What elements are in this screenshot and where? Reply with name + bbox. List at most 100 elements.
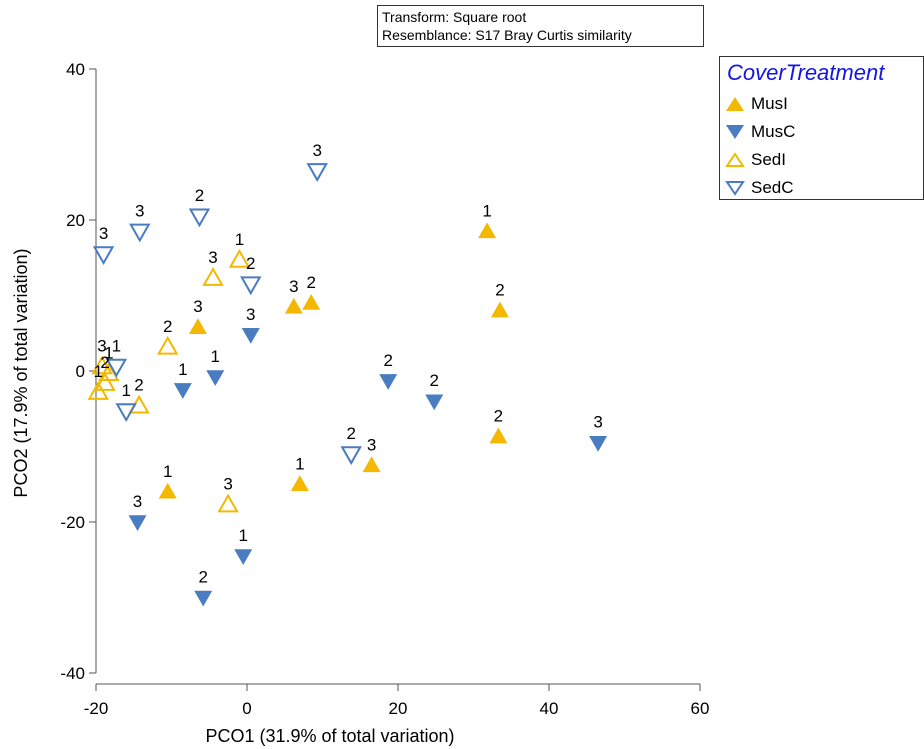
point-label: 2 — [163, 317, 172, 336]
data-point-musc — [128, 515, 147, 531]
x-tick-label: 60 — [691, 699, 710, 718]
x-axis-title: PCO1 (31.9% of total variation) — [205, 726, 454, 746]
point-label: 2 — [134, 376, 143, 395]
point-label: 1 — [112, 336, 121, 355]
point-label: 2 — [198, 568, 207, 587]
point-label: 3 — [312, 141, 321, 160]
point-label: 2 — [306, 273, 315, 292]
point-label: 2 — [100, 353, 109, 372]
data-point-sedi — [202, 267, 224, 286]
y-tick-label: 20 — [66, 211, 85, 230]
point-label: 3 — [593, 413, 602, 432]
point-label: 1 — [211, 347, 220, 366]
legend-item-musc: MusC — [725, 121, 795, 143]
point-label: 3 — [223, 475, 232, 494]
point-label: 3 — [246, 305, 255, 324]
data-point-musi — [188, 318, 207, 334]
triangle-down-open-icon — [725, 181, 745, 196]
triangle-down-filled-icon — [726, 125, 744, 139]
data-point-musi — [489, 427, 508, 444]
data-point-musc — [206, 370, 225, 387]
data-point-musi — [478, 222, 497, 239]
data-point-sedi — [87, 381, 109, 400]
point-label: 3 — [135, 201, 144, 220]
point-label: 3 — [97, 336, 106, 355]
point-label: 1 — [121, 381, 130, 400]
legend-title: CoverTreatment — [727, 60, 885, 85]
point-label: 1 — [94, 362, 103, 381]
data-point-sedc — [240, 276, 262, 296]
point-label: 1 — [295, 454, 304, 473]
transform-note-box: Transform: Square root Resemblance: S17 … — [377, 5, 704, 47]
data-point-sedi — [228, 248, 251, 268]
point-label: 2 — [195, 186, 204, 205]
y-tick-label: 40 — [66, 60, 85, 79]
point-label: 2 — [246, 254, 255, 273]
legend-label-musi: MusI — [751, 94, 788, 113]
x-tick-label: 40 — [540, 699, 559, 718]
point-label: 2 — [346, 424, 355, 443]
legend-item-sedc: SedC — [725, 177, 794, 199]
x-tick-label: 0 — [242, 699, 251, 718]
data-point-sedc — [188, 208, 211, 228]
data-point-musi — [302, 294, 321, 310]
legend: CoverTreatment MusI MusC SedI SedC — [719, 56, 924, 200]
legend-label-sedc: SedC — [751, 178, 794, 197]
point-label: 1 — [163, 462, 172, 481]
point-label: 3 — [193, 297, 202, 316]
point-label: 1 — [482, 201, 491, 220]
data-point-sedi — [94, 372, 116, 391]
scatter-marks — [87, 163, 608, 607]
data-point-musi — [158, 482, 177, 499]
data-point-sedc — [306, 163, 328, 182]
point-label: 3 — [289, 277, 298, 296]
point-label: 1 — [235, 230, 244, 249]
x-tick-label: 20 — [389, 699, 408, 718]
y-axis-title: PCO2 (17.9% of total variation) — [11, 248, 31, 497]
transform-note: Transform: Square root — [382, 9, 527, 25]
data-point-musc — [234, 549, 253, 565]
data-point-sedc — [92, 246, 115, 265]
data-point-musi — [290, 475, 309, 491]
point-label: 3 — [99, 224, 108, 243]
axes: 40 20 0 -20 -40 -20 0 20 40 60 — [60, 60, 709, 718]
point-label: 3 — [208, 248, 217, 267]
data-point-sedc — [105, 358, 128, 378]
data-point-musc — [241, 328, 260, 344]
data-point-sedc — [340, 446, 362, 466]
point-label: 2 — [430, 371, 439, 390]
point-label: 2 — [383, 351, 392, 370]
point-label: 1 — [178, 360, 187, 379]
point-label: 3 — [367, 435, 376, 454]
y-tick-label: 0 — [76, 362, 85, 381]
data-point-musc — [589, 435, 608, 452]
legend-item-sedi: SedI — [725, 149, 786, 171]
point-label: 1 — [238, 526, 247, 545]
data-point-sedc — [129, 223, 151, 243]
resemblance-note: Resemblance: S17 Bray Curtis similarity — [382, 27, 632, 43]
data-point-musc — [425, 394, 444, 411]
data-point-musi — [284, 297, 303, 314]
legend-item-musi: MusI — [725, 93, 788, 115]
data-point-sedi — [157, 335, 179, 355]
data-point-musc — [173, 383, 192, 399]
data-point-sedi — [217, 493, 239, 513]
x-tick-label: -20 — [84, 699, 109, 718]
data-point-musc — [194, 590, 213, 607]
triangle-up-open-icon — [725, 152, 745, 167]
point-label: 2 — [494, 407, 503, 426]
point-label: 2 — [495, 281, 504, 300]
legend-label-musc: MusC — [751, 122, 796, 141]
data-point-musi — [362, 456, 381, 473]
y-tick-label: -40 — [60, 664, 85, 683]
point-label: 3 — [133, 492, 142, 511]
y-tick-label: -20 — [60, 513, 85, 532]
data-point-musi — [490, 301, 509, 318]
data-point-sedc — [115, 403, 137, 423]
data-point-sedi — [91, 355, 113, 375]
triangle-up-filled-icon — [726, 97, 744, 111]
data-point-musc — [379, 374, 398, 390]
legend-label-sedi: SedI — [751, 150, 786, 169]
